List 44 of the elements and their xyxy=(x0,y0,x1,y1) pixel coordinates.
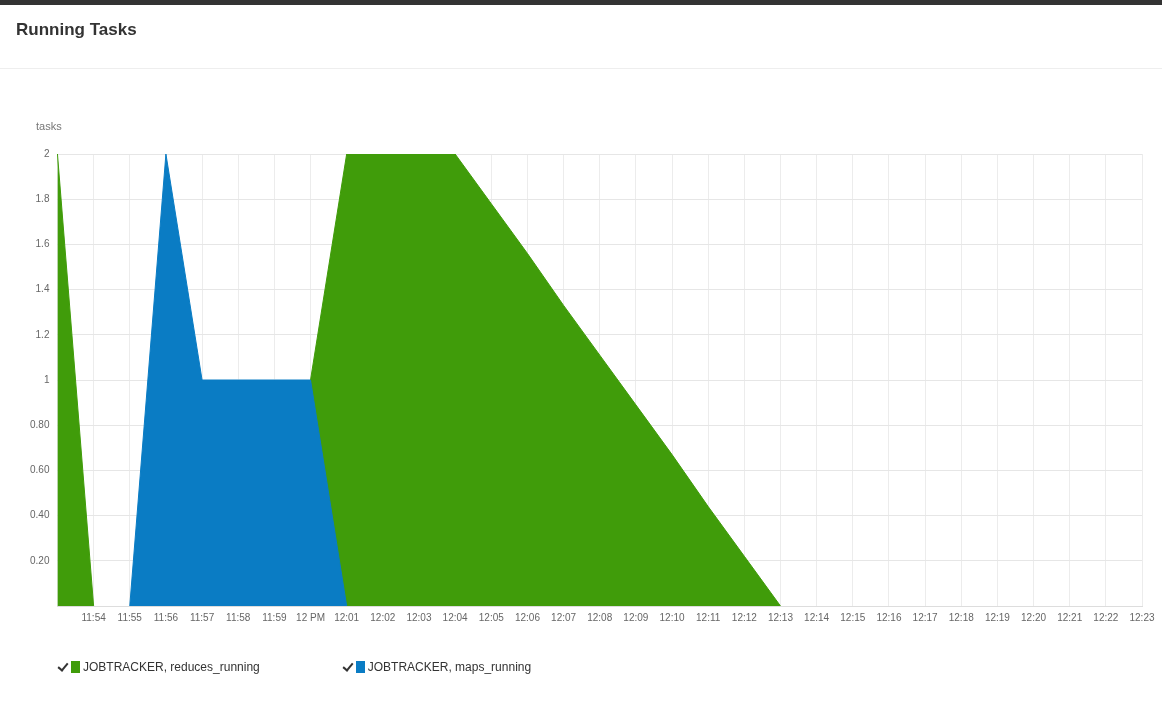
x-tick-label: 12:14 xyxy=(804,611,830,623)
x-tick-label: 11:55 xyxy=(117,611,143,623)
x-tick-label: 12:19 xyxy=(984,611,1011,623)
x-tick-label: 12:06 xyxy=(514,611,541,623)
chart-title: Running Tasks xyxy=(16,20,137,40)
x-tick-label: 12:23 xyxy=(1129,611,1155,623)
y-tick-label: 0.80 xyxy=(29,418,50,430)
x-tick-label: 12:03 xyxy=(406,611,432,623)
x-tick-label: 12:22 xyxy=(1093,611,1119,623)
y-tick-label: 0.40 xyxy=(29,509,50,521)
x-tick-label: 11:59 xyxy=(262,611,287,623)
x-tick-label: 12:08 xyxy=(587,611,613,623)
x-tick-label: 12:20 xyxy=(1021,611,1047,623)
y-tick-label: 1.8 xyxy=(35,192,50,204)
legend-label: JOBTRACKER, maps_running xyxy=(367,660,532,674)
y-tick-label: 0.20 xyxy=(29,554,50,566)
x-tick-label: 11:56 xyxy=(153,611,179,623)
x-tick-label: 11:57 xyxy=(189,611,215,623)
x-tick-label: 12:13 xyxy=(767,611,794,623)
x-tick-label: 12:15 xyxy=(840,611,866,623)
x-tick-label: 12:05 xyxy=(478,611,505,623)
legend-label: JOBTRACKER, reduces_running xyxy=(83,660,260,674)
x-tick-label: 12:09 xyxy=(623,611,649,623)
y-tick-label: 1.4 xyxy=(35,283,50,295)
x-tick-label: 12:12 xyxy=(731,611,758,623)
x-tick-label: 12:10 xyxy=(659,611,685,623)
x-tick-label: 11:58 xyxy=(226,611,251,623)
x-tick-label: 12:07 xyxy=(551,611,577,623)
x-tick-label: 12:11 xyxy=(696,611,721,623)
x-tick-label: 12:04 xyxy=(442,611,469,623)
x-tick-label: 12:16 xyxy=(876,611,902,623)
x-tick-label: 12:18 xyxy=(948,611,975,623)
x-tick-label: 11:54 xyxy=(81,611,107,623)
y-tick-label: 1.2 xyxy=(35,328,50,340)
x-tick-label: 12:01 xyxy=(334,611,360,623)
y-tick-label: 2 xyxy=(43,147,50,159)
x-tick-label: 12:21 xyxy=(1057,611,1083,623)
y-tick-label: 0.60 xyxy=(29,464,50,476)
y-axis-title: tasks xyxy=(36,120,62,132)
y-tick-label: 1 xyxy=(43,373,50,385)
y-tick-label: 1.6 xyxy=(35,238,50,250)
x-tick-label: 12:02 xyxy=(370,611,396,623)
x-tick-label: 12:17 xyxy=(912,611,939,623)
x-tick-label: 12 PM xyxy=(296,611,325,623)
